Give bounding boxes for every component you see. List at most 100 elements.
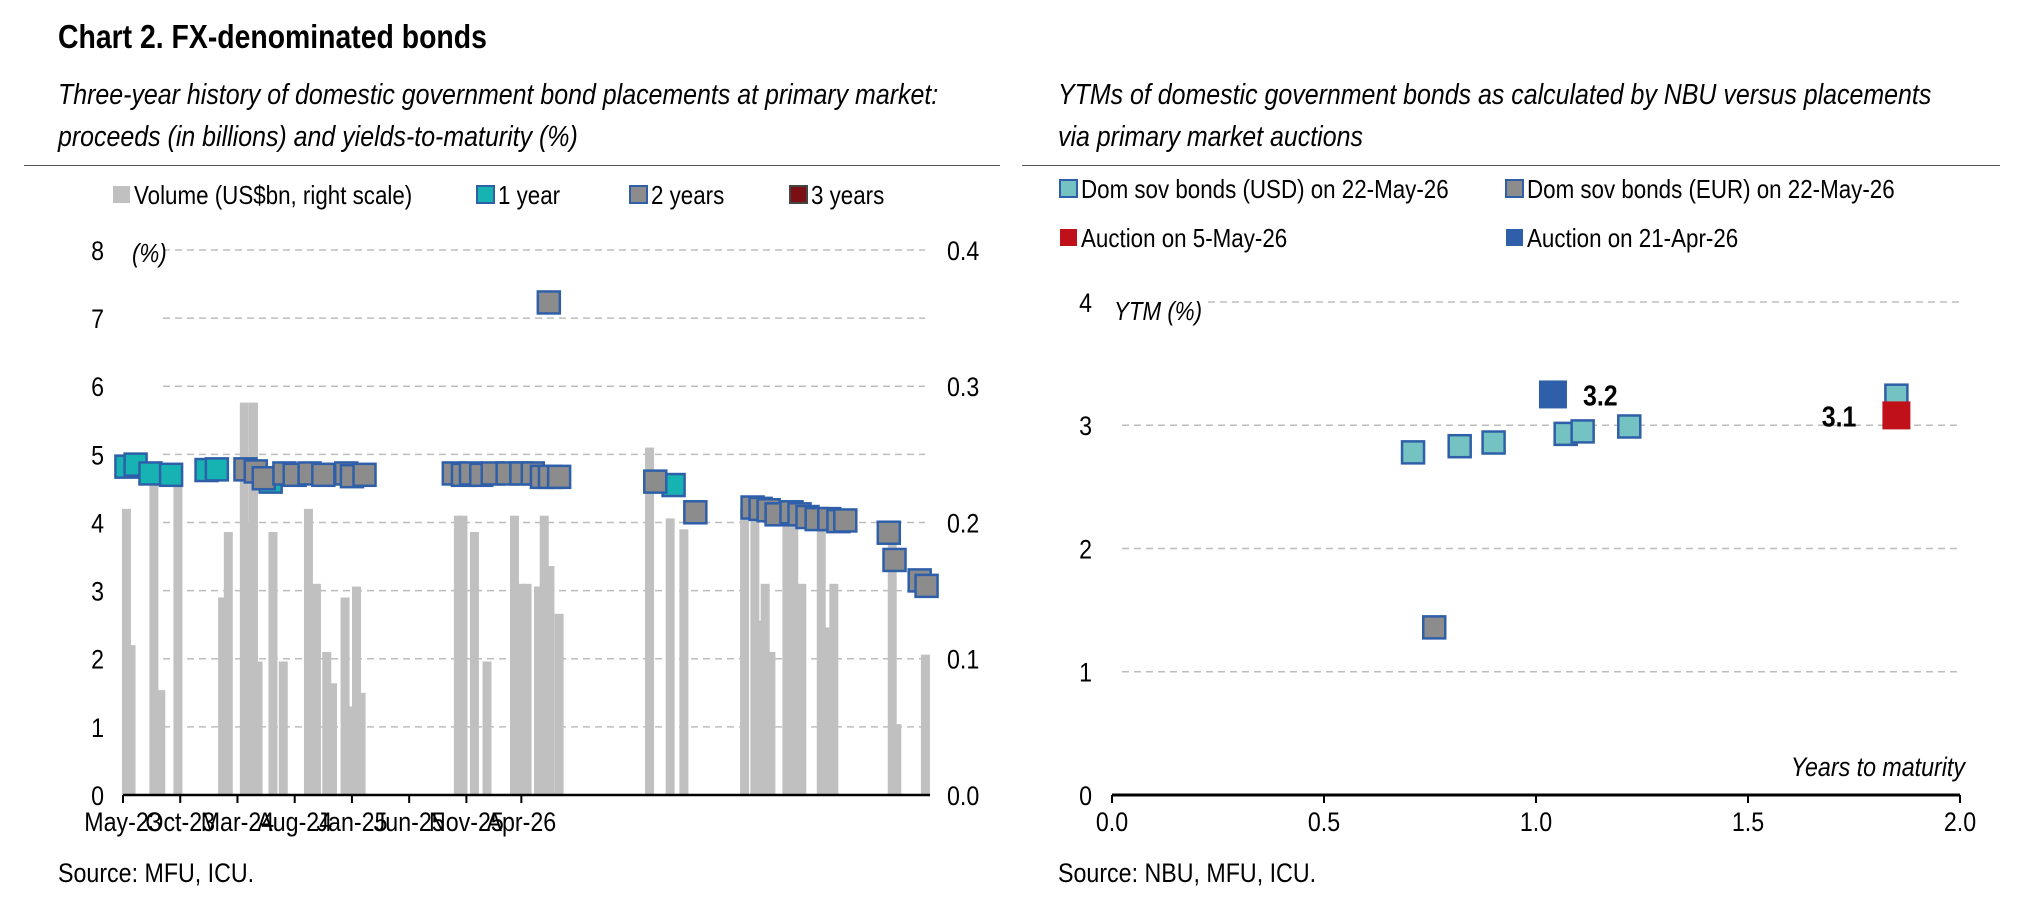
y-tick-label: 1 bbox=[1079, 658, 1092, 688]
right-header-rule bbox=[1022, 165, 2000, 166]
volume-bar bbox=[303, 508, 313, 795]
volume-bar bbox=[522, 583, 532, 795]
y-tick-label: 2 bbox=[1079, 535, 1092, 565]
volume-bar bbox=[645, 447, 655, 795]
usd-bond-marker bbox=[1617, 414, 1642, 439]
y-tick-label: 6 bbox=[91, 373, 104, 403]
volume-bar bbox=[665, 518, 675, 795]
volume-bar bbox=[352, 586, 362, 795]
volume-bar bbox=[823, 627, 833, 795]
legend-volume-label: Volume (US$bn, right scale) bbox=[134, 181, 412, 210]
volume-bar bbox=[268, 532, 278, 795]
volume-bar bbox=[149, 468, 159, 795]
y2-tick-label: 0.1 bbox=[947, 645, 979, 675]
volume-bar bbox=[740, 508, 750, 795]
volume-bar bbox=[750, 508, 760, 795]
volume-bar bbox=[482, 661, 492, 795]
auction-may-label: 3.1 bbox=[1822, 401, 1857, 433]
volume-bar bbox=[244, 522, 254, 795]
legend-usd-label: Dom sov bonds (USD) on 22-May-26 bbox=[1081, 175, 1449, 204]
legend-1-year-swatch bbox=[476, 185, 495, 204]
y2-tick-label: 0.4 bbox=[947, 236, 979, 266]
volume-bar bbox=[766, 651, 776, 795]
volume-bar bbox=[248, 402, 258, 795]
volume-bar bbox=[516, 583, 526, 795]
volume-bar bbox=[892, 724, 902, 795]
volume-bar bbox=[539, 515, 549, 795]
legend-auction-apr-label: Auction on 21-Apr-26 bbox=[1527, 224, 1738, 253]
usd-bond-marker bbox=[1481, 430, 1506, 455]
right-chart-subtitle: YTMs of domestic government bonds as cal… bbox=[1058, 74, 1931, 158]
y-tick-label: 2 bbox=[91, 645, 104, 675]
yield-marker-2-years bbox=[546, 464, 572, 490]
yield-marker-2-years bbox=[833, 508, 858, 533]
y-tick-label: 0 bbox=[91, 781, 104, 811]
volume-bar bbox=[346, 706, 356, 795]
volume-bar bbox=[218, 597, 228, 795]
volume-bar bbox=[554, 613, 564, 795]
yield-marker-2-years bbox=[683, 500, 708, 525]
volume-bar bbox=[322, 651, 332, 795]
x-tick-label: 1.0 bbox=[1520, 807, 1552, 837]
x-tick-label: May-23 bbox=[84, 807, 161, 837]
eur-bond-marker bbox=[1421, 615, 1447, 640]
x-tick-label: Jan-25 bbox=[316, 807, 387, 837]
y-tick-label: 7 bbox=[91, 305, 104, 335]
y-tick-label: 5 bbox=[91, 441, 104, 471]
y-tick-label: 0 bbox=[1079, 781, 1092, 811]
volume-bar bbox=[509, 515, 519, 795]
y2-tick-label: 0.3 bbox=[947, 373, 979, 403]
yield-marker-2-years bbox=[536, 290, 562, 315]
volume-bar bbox=[253, 661, 263, 795]
x-tick-label: 0.0 bbox=[1096, 807, 1128, 837]
auction-apr-marker bbox=[1538, 380, 1567, 409]
yield-marker-2-years bbox=[882, 547, 907, 573]
x-tick-label: Apr-26 bbox=[487, 807, 557, 837]
y-axis-unit-label: (%) bbox=[132, 239, 167, 268]
volume-bar bbox=[756, 620, 766, 795]
volume-bar bbox=[782, 515, 792, 795]
yield-marker-2-years bbox=[643, 469, 668, 494]
volume-bar bbox=[327, 683, 337, 795]
y-tick-label: 4 bbox=[91, 509, 104, 539]
volume-bar bbox=[920, 654, 930, 795]
volume-bar bbox=[887, 536, 897, 795]
left-source-note: Source: MFU, ICU. bbox=[58, 858, 255, 888]
volume-bar bbox=[453, 515, 463, 795]
volume-bar bbox=[278, 661, 288, 795]
y-tick-label: 8 bbox=[91, 236, 104, 266]
volume-bar bbox=[679, 529, 689, 795]
x-tick-label: 1.5 bbox=[1732, 807, 1764, 837]
left-subtitle-line1: Three-year history of domestic governmen… bbox=[58, 79, 939, 111]
y2-tick-label: 0.2 bbox=[947, 509, 979, 539]
auction-apr-label: 3.2 bbox=[1583, 380, 1618, 412]
x-tick-label: Mar-24 bbox=[201, 807, 275, 837]
legend-3-years-swatch bbox=[789, 185, 808, 204]
legend-usd-swatch bbox=[1059, 179, 1078, 198]
usd-bond-marker bbox=[1447, 433, 1472, 459]
yield-marker-2-years bbox=[352, 462, 377, 488]
legend-eur-swatch bbox=[1505, 179, 1524, 198]
right-source-note: Source: NBU, MFU, ICU. bbox=[1058, 858, 1317, 888]
volume-bar bbox=[121, 508, 131, 795]
yield-marker-1-year bbox=[158, 462, 184, 488]
x-tick-label: Nov-25 bbox=[429, 807, 504, 837]
volume-bar bbox=[534, 586, 544, 795]
legend-volume-swatch bbox=[113, 186, 130, 203]
right-subtitle-line2: via primary market auctions bbox=[1058, 121, 1363, 153]
legend-auction-may-swatch bbox=[1060, 229, 1077, 246]
usd-bond-marker bbox=[1570, 419, 1595, 444]
yield-marker-2-years bbox=[914, 573, 939, 599]
auction-may-marker bbox=[1882, 401, 1911, 430]
page-title: Chart 2. FX-denominated bonds bbox=[58, 18, 487, 55]
x-axis-label: Years to maturity bbox=[1791, 752, 1966, 782]
left-header-rule bbox=[24, 165, 1000, 166]
x-tick-label: 0.5 bbox=[1308, 807, 1340, 837]
legend-eur-label: Dom sov bonds (EUR) on 22-May-26 bbox=[1527, 175, 1895, 204]
volume-bar bbox=[816, 515, 826, 795]
x-tick-label: 2.0 bbox=[1944, 807, 1976, 837]
legend-2-years-label: 2 years bbox=[651, 181, 724, 210]
y-tick-label: 3 bbox=[91, 577, 104, 607]
y-tick-label: 1 bbox=[91, 713, 104, 743]
